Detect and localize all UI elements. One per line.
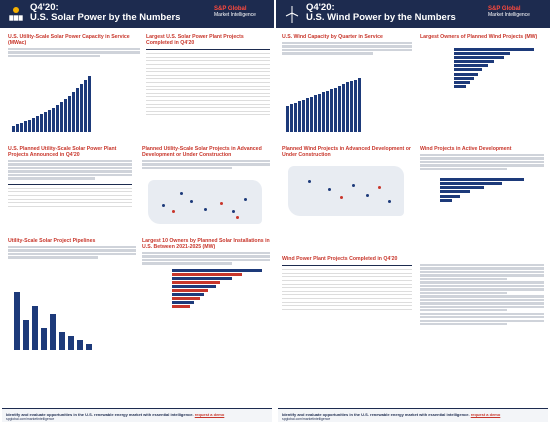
solar-announced-table (8, 183, 132, 207)
solar-completed-panel: Largest U.S. Solar Power Plant Projects … (146, 34, 270, 140)
wind-header: Q4'20: U.S. Wind Power by the Numbers S&P… (276, 0, 550, 28)
solar-title-line2: U.S. Solar Power by the Numbers (30, 12, 181, 23)
wind-footer-text: Identify and evaluate opportunities in t… (282, 412, 470, 417)
solar-footer: Identify and evaluate opportunities in t… (2, 408, 272, 422)
solar-pipelines-title: Utility-Scale Solar Project Pipelines (8, 238, 96, 244)
wind-pipeline-map-panel: Planned Wind Projects in Advanced Develo… (282, 146, 412, 236)
wind-title-line2: U.S. Wind Power by the Numbers (306, 12, 456, 23)
wind-summary-panel (420, 262, 544, 368)
solar-pipelines-panel: Utility-Scale Solar Project Pipelines (8, 238, 136, 368)
solar-capacity-panel: U.S. Utility-Scale Solar Power Capacity … (8, 34, 140, 140)
wind-brand-sub: Market Intelligence (488, 12, 530, 18)
solar-capacity-text (8, 48, 140, 58)
wind-active-dev-chart (420, 178, 544, 202)
wind-capacity-title: U.S. Wind Capacity by Quarter in Service (282, 34, 383, 40)
wind-demo-link[interactable]: request a demo (470, 412, 501, 417)
wind-active-dev-title: Wind Projects in Active Development (420, 146, 512, 152)
solar-capacity-title: U.S. Utility-Scale Solar Power Capacity … (8, 34, 130, 46)
solar-pipelines-chart (14, 278, 92, 350)
wind-owners-panel: Largest Owners of Planned Wind Projects … (420, 34, 544, 140)
us-map (148, 180, 262, 224)
solar-title: Q4'20: U.S. Solar Power by the Numbers (30, 3, 180, 23)
wind-title: Q4'20: U.S. Wind Power by the Numbers (306, 3, 456, 23)
us-map (288, 166, 404, 216)
solar-footer-text: Identify and evaluate opportunities in t… (6, 412, 194, 417)
solar-completed-title: Largest U.S. Solar Power Plant Projects … (146, 34, 244, 46)
solar-announced-text (8, 160, 132, 180)
wind-capacity-text (282, 42, 412, 55)
wind-brand-logo: S&P Global Market Intelligence (488, 6, 530, 18)
wind-active-dev-text (420, 154, 544, 171)
wind-turbine-icon (285, 6, 299, 23)
solar-panel-icon (8, 7, 24, 22)
solar-brand-sub: Market Intelligence (214, 12, 256, 18)
solar-completed-table (146, 49, 270, 116)
solar-header: Q4'20: U.S. Solar Power by the Numbers S&… (0, 0, 274, 28)
wind-completed-title: Wind Power Plant Projects Completed in Q… (282, 256, 398, 262)
wind-active-dev-panel: Wind Projects in Active Development (420, 146, 544, 236)
solar-owners-chart (142, 268, 270, 309)
wind-capacity-panel: U.S. Wind Capacity by Quarter in Service (282, 34, 412, 140)
solar-pipeline-map-text (142, 160, 270, 170)
wind-footer: Identify and evaluate opportunities in t… (278, 408, 548, 422)
solar-announced-title: U.S. Planned Utility-Scale Solar Power P… (8, 146, 117, 158)
wind-capacity-chart (286, 78, 361, 132)
solar-pipeline-map-panel: Planned Utility-Scale Solar Projects in … (142, 146, 270, 230)
wind-completed-table (282, 265, 412, 310)
wind-owners-chart (420, 48, 544, 88)
wind-title-line1: Q4'20: (306, 2, 335, 13)
solar-pipelines-text (8, 246, 136, 259)
solar-owners-title: Largest 10 Owners by Planned Solar Insta… (142, 238, 270, 250)
solar-footer-url[interactable]: spglobal.com/marketintelligence (6, 417, 55, 421)
wind-summary-text (420, 264, 544, 326)
wind-footer-url[interactable]: spglobal.com/marketintelligence (282, 417, 331, 421)
solar-brand-name: S&P Global (214, 6, 247, 12)
solar-capacity-chart (12, 76, 91, 132)
solar-pipeline-map-title: Planned Utility-Scale Solar Projects in … (142, 146, 262, 158)
wind-pipeline-map-title: Planned Wind Projects in Advanced Develo… (282, 146, 411, 158)
wind-owners-title: Largest Owners of Planned Wind Projects … (420, 34, 538, 40)
solar-owners-panel: Largest 10 Owners by Planned Solar Insta… (142, 238, 270, 368)
solar-demo-link[interactable]: request a demo (194, 412, 225, 417)
solar-brand-logo: S&P Global Market Intelligence (214, 6, 256, 18)
solar-title-line1: Q4'20: (30, 2, 59, 13)
solar-announced-panel: U.S. Planned Utility-Scale Solar Power P… (8, 146, 132, 230)
solar-owners-text (142, 252, 270, 265)
wind-completed-panel: Wind Power Plant Projects Completed in Q… (282, 256, 412, 368)
wind-brand-name: S&P Global (488, 6, 521, 12)
